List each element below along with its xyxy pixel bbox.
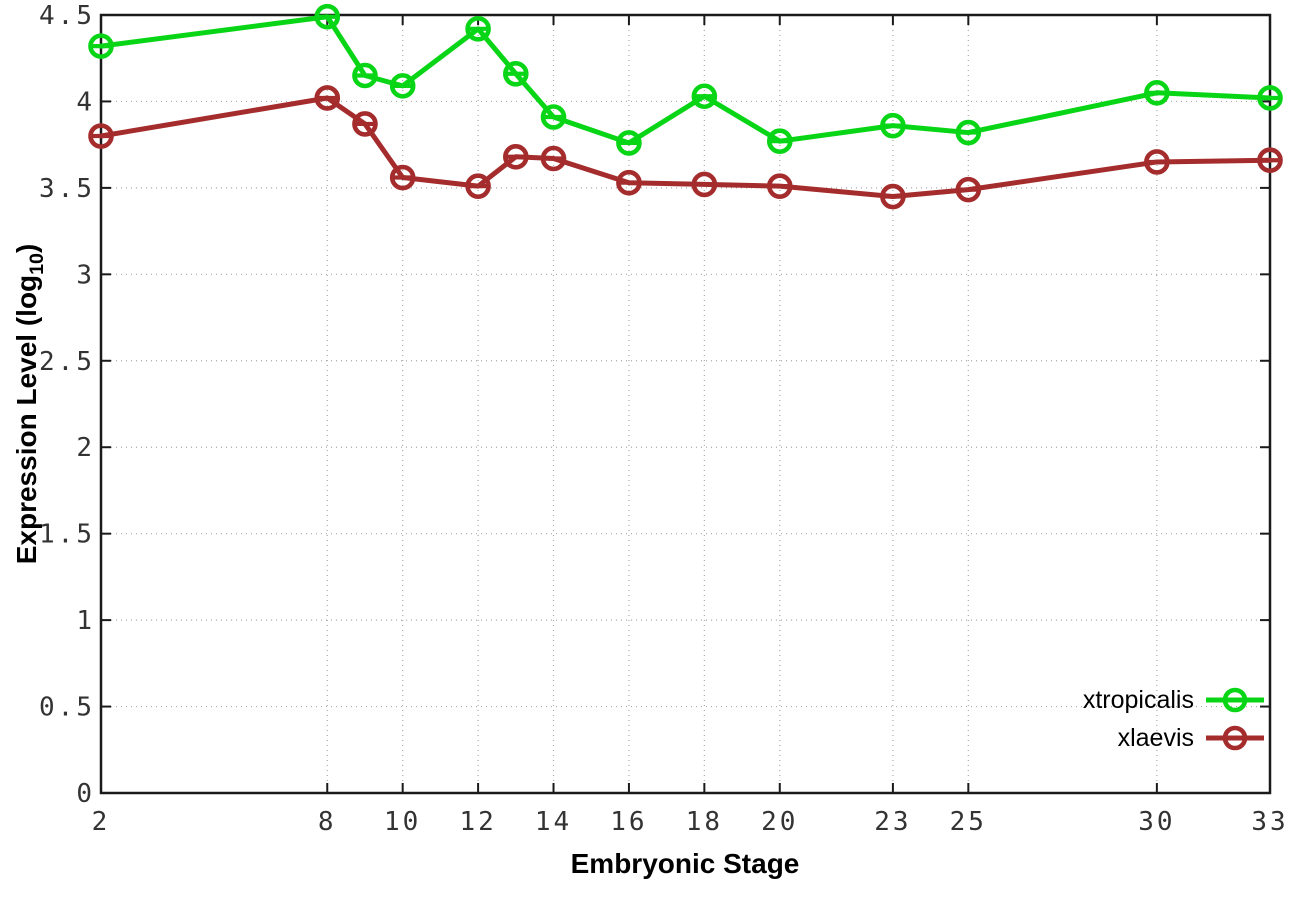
x-tick-label: 10 (384, 807, 421, 837)
data-point-xtropicalis (465, 16, 491, 42)
x-tick-label: 12 (459, 807, 496, 837)
legend-label-xlaevis: xlaevis (1117, 723, 1194, 752)
data-point-xlaevis (389, 164, 416, 191)
data-point-xtropicalis (314, 3, 341, 30)
line-marker-sample-icon (1206, 725, 1264, 751)
data-point-xlaevis (503, 143, 529, 170)
data-point-xlaevis (1257, 147, 1283, 174)
x-tick-label: 14 (535, 807, 572, 837)
legend-item-xtropicalis: xtropicalis (1083, 681, 1264, 719)
y-tick-label: 3.5 (39, 174, 95, 204)
axes (99, 13, 1272, 795)
data-point-xlaevis (955, 176, 982, 203)
data-point-xlaevis (766, 173, 793, 199)
series-xtropicalis (88, 3, 1283, 156)
x-tick-label: 30 (1138, 807, 1175, 837)
x-axis-title: Embryonic Stage (570, 848, 800, 879)
y-axis-title-text: Expression Level (log (11, 274, 43, 565)
tick-labels: 2 8 10 12 14 16 18 20 23 25 30 33 0 0.5 1 1.5 2 2.5 3 3.5 4 4… (39, 1, 1288, 837)
data-point-xtropicalis (1144, 80, 1170, 106)
data-point-xtropicalis (1257, 85, 1283, 111)
x-tick-label: 18 (686, 807, 723, 837)
data-point-xlaevis (1144, 149, 1170, 175)
y-tick-label: 1 (76, 606, 95, 636)
y-tick-label: 0.5 (39, 693, 95, 723)
data-point-xtropicalis (540, 104, 567, 130)
legend-label-xtropicalis: xtropicalis (1082, 685, 1194, 714)
data-point-xtropicalis (389, 73, 416, 99)
x-tick-label: 20 (761, 807, 798, 837)
data-point-xtropicalis (766, 128, 793, 155)
y-tick-label: 4.5 (39, 1, 95, 31)
data-point-xtropicalis (88, 33, 114, 59)
x-tick-label: 33 (1251, 807, 1288, 837)
y-tick-label: 1.5 (39, 520, 95, 550)
data-point-xlaevis (880, 183, 906, 210)
data-point-xtropicalis (352, 62, 378, 89)
legend: xtropicalis xlaevis (1083, 681, 1264, 757)
data-point-xlaevis (88, 123, 114, 149)
x-tick-label: 23 (874, 807, 911, 837)
data-point-xtropicalis (503, 60, 529, 87)
y-tick-label: 2.5 (39, 347, 95, 377)
series-xlaevis (88, 85, 1283, 210)
data-point-xtropicalis (880, 112, 906, 139)
y-tick-label: 2 (76, 433, 95, 463)
y-tick-label: 0 (76, 779, 95, 809)
data-point-xtropicalis (616, 130, 642, 156)
y-tick-label: 3 (76, 260, 95, 290)
legend-item-xlaevis: xlaevis (1083, 719, 1264, 757)
x-tick-label: 8 (318, 807, 337, 837)
x-tick-label: 16 (610, 807, 647, 837)
data-point-xtropicalis (691, 83, 718, 110)
data-point-xlaevis (465, 173, 491, 199)
x-tick-label: 25 (950, 807, 987, 837)
data-point-xlaevis (352, 111, 378, 137)
x-tick-label: 2 (92, 807, 111, 837)
data-point-xlaevis (314, 85, 341, 111)
data-point-xlaevis (540, 145, 567, 172)
y-axis-title-subscript: 10 (25, 253, 48, 275)
data-point-xlaevis (691, 171, 718, 198)
data-point-xlaevis (616, 169, 642, 196)
y-axis-title-suffix: ) (11, 243, 43, 254)
y-axis-title: Expression Level (log10) (11, 244, 49, 565)
line-marker-sample-icon (1206, 687, 1264, 713)
grid (100, 14, 1271, 794)
y-tick-label: 4 (76, 87, 95, 117)
data-point-xtropicalis (955, 119, 982, 146)
